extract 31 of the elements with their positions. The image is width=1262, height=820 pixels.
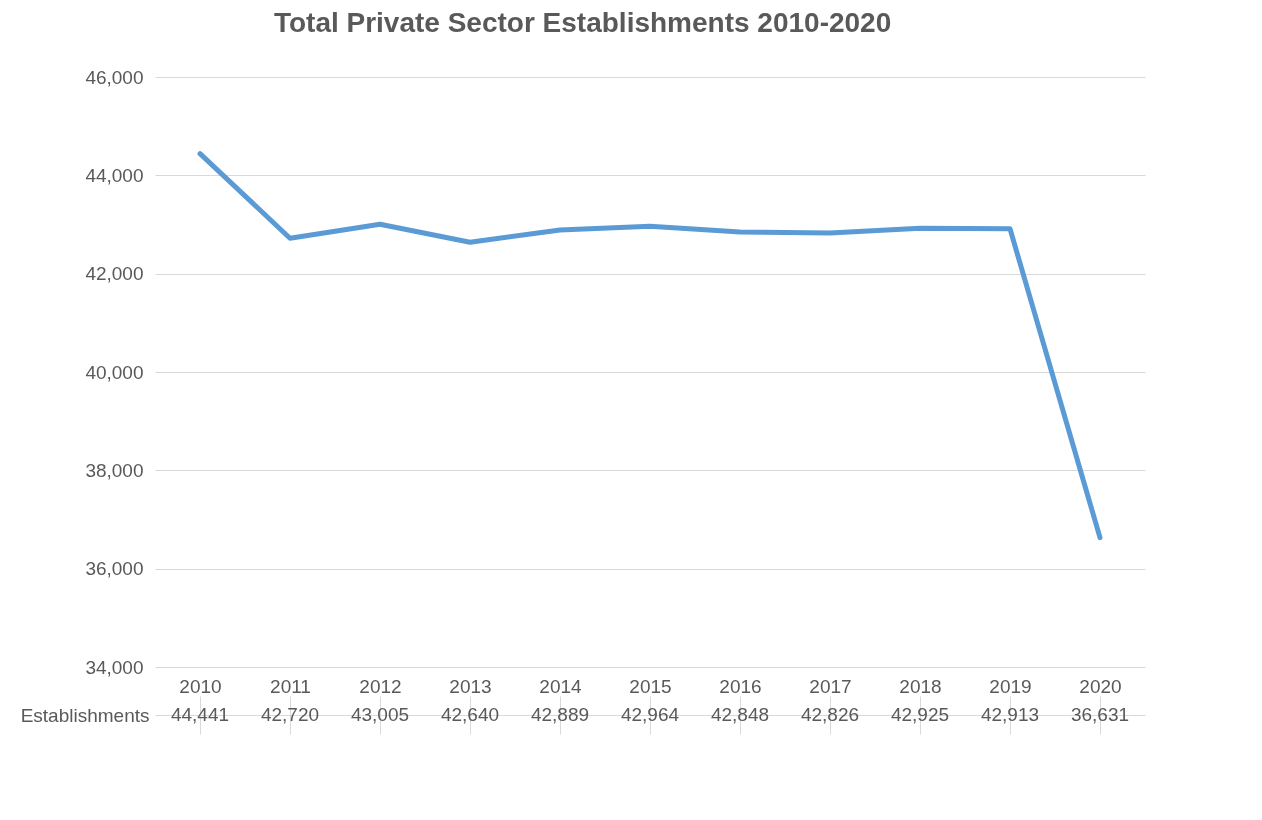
y-tick-label: 34,000 — [85, 656, 144, 678]
x-tick-label: 2011 — [270, 675, 311, 697]
data-label: 42,640 — [440, 704, 500, 725]
x-tick-label: 2010 — [179, 675, 222, 697]
x-tick-label: 2020 — [1079, 675, 1122, 697]
data-label: 42,826 — [800, 704, 860, 725]
x-tick-label: 2013 — [449, 675, 492, 697]
data-label: 42,964 — [620, 704, 680, 725]
data-label: 36,631 — [1070, 704, 1130, 725]
data-label: 42,925 — [890, 704, 950, 725]
data-label: 44,441 — [170, 704, 230, 725]
y-tick-label: 38,000 — [85, 459, 144, 481]
data-label: 43,005 — [350, 704, 410, 725]
x-tick-label: 2019 — [989, 675, 1032, 697]
x-tick-label: 2018 — [899, 675, 942, 697]
y-tick-label: 36,000 — [85, 558, 144, 580]
x-tick-label: 2017 — [809, 675, 852, 697]
x-tick-label: 2016 — [719, 675, 762, 697]
y-tick-label: 44,000 — [85, 164, 144, 186]
data-label: 42,889 — [530, 704, 590, 725]
y-tick-label: 40,000 — [85, 361, 144, 383]
data-label: 42,913 — [980, 704, 1040, 725]
data-label: 42,848 — [710, 704, 770, 725]
x-tick-label: 2014 — [539, 675, 583, 697]
x-tick-label: 2015 — [629, 675, 672, 697]
text: Establishments — [20, 704, 150, 726]
data-label: 42,720 — [260, 704, 320, 725]
chart-title: Total Private Sector Establishments 2010-2020 — [273, 7, 892, 38]
x-tick-label: 2012 — [359, 675, 402, 697]
y-tick-label: 46,000 — [85, 66, 144, 88]
y-tick-label: 42,000 — [85, 263, 144, 285]
